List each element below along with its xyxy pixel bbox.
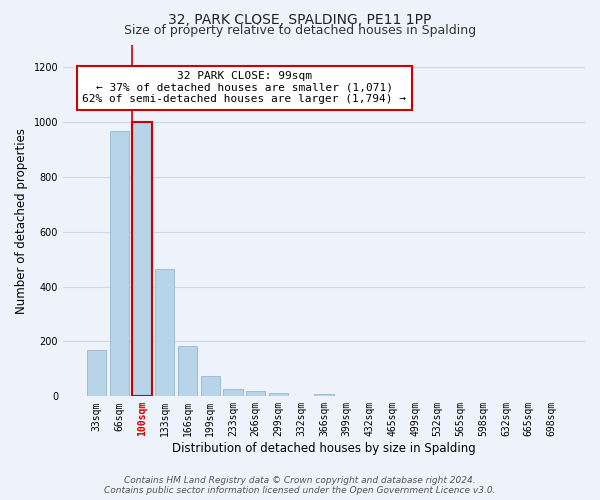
Text: 32, PARK CLOSE, SPALDING, PE11 1PP: 32, PARK CLOSE, SPALDING, PE11 1PP [169, 12, 431, 26]
Bar [314, 394, 334, 396]
Bar [269, 393, 288, 396]
Bar [155, 268, 175, 396]
Text: 32 PARK CLOSE: 99sqm
← 37% of detached houses are smaller (1,071)
62% of semi-de: 32 PARK CLOSE: 99sqm ← 37% of detached h… [82, 71, 406, 104]
Bar [200, 376, 220, 396]
X-axis label: Distribution of detached houses by size in Spalding: Distribution of detached houses by size … [172, 442, 476, 455]
Text: Size of property relative to detached houses in Spalding: Size of property relative to detached ho… [124, 24, 476, 37]
Bar [110, 132, 129, 396]
Bar [178, 346, 197, 397]
Bar [132, 122, 152, 396]
Y-axis label: Number of detached properties: Number of detached properties [15, 128, 28, 314]
Bar [87, 350, 106, 397]
Bar [246, 392, 265, 396]
Text: Contains HM Land Registry data © Crown copyright and database right 2024.
Contai: Contains HM Land Registry data © Crown c… [104, 476, 496, 495]
Bar [223, 390, 242, 396]
